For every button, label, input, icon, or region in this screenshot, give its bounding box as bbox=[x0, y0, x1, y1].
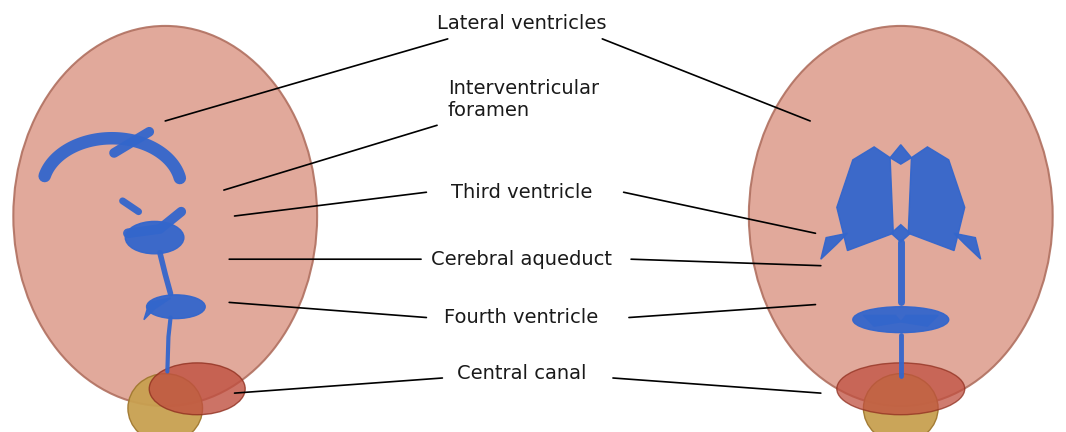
Text: Third ventricle: Third ventricle bbox=[451, 183, 592, 202]
Text: Central canal: Central canal bbox=[456, 364, 586, 383]
Polygon shape bbox=[144, 298, 171, 320]
Ellipse shape bbox=[149, 363, 245, 415]
Ellipse shape bbox=[126, 222, 183, 254]
Text: Cerebral aqueduct: Cerebral aqueduct bbox=[431, 250, 612, 269]
Ellipse shape bbox=[837, 363, 965, 415]
Ellipse shape bbox=[853, 307, 949, 333]
Ellipse shape bbox=[147, 295, 205, 319]
Polygon shape bbox=[837, 147, 893, 251]
Text: Lateral ventricles: Lateral ventricles bbox=[436, 14, 607, 33]
Text: Fourth ventricle: Fourth ventricle bbox=[445, 308, 598, 327]
Polygon shape bbox=[891, 225, 910, 242]
Text: Interventricular
foramen: Interventricular foramen bbox=[448, 79, 599, 120]
Ellipse shape bbox=[128, 374, 203, 432]
Polygon shape bbox=[863, 315, 901, 326]
Ellipse shape bbox=[748, 26, 1053, 406]
Polygon shape bbox=[901, 315, 938, 326]
Ellipse shape bbox=[13, 26, 318, 406]
Polygon shape bbox=[890, 145, 911, 164]
Polygon shape bbox=[821, 233, 847, 259]
Ellipse shape bbox=[863, 374, 938, 432]
Polygon shape bbox=[954, 233, 981, 259]
Polygon shape bbox=[908, 147, 965, 251]
